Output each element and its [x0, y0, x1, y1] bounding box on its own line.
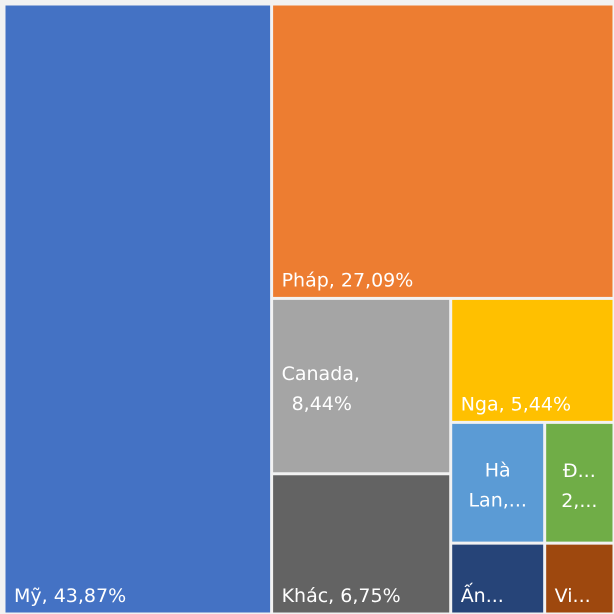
tile-label: Canada,: [282, 363, 360, 385]
tile-label: 2,...: [561, 490, 597, 512]
tile-label: Pháp, 27,09%: [282, 269, 414, 291]
tile: [273, 5, 613, 297]
tile: [546, 544, 613, 613]
tile-label: Khác, 6,75%: [282, 585, 401, 607]
tile-label: Mỹ, 43,87%: [14, 585, 126, 607]
tile: [273, 475, 450, 613]
tile-label: Đ...: [563, 460, 596, 482]
tile: [452, 299, 613, 421]
tile-label: Ấn...: [461, 582, 504, 607]
tile: [452, 423, 544, 542]
tile: [273, 299, 450, 473]
tile: [546, 423, 613, 542]
tile-label: Vi...: [555, 585, 591, 607]
tile: [452, 544, 544, 613]
tile: [5, 5, 271, 613]
tile-label: Nga, 5,44%: [461, 393, 571, 415]
tile-label: Hà: [485, 460, 511, 482]
tile-label: Lan,...: [468, 490, 526, 512]
tile-label: 8,44%: [292, 393, 352, 415]
